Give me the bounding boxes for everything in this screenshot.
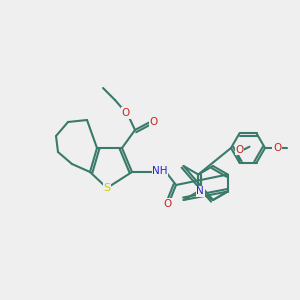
Text: NH: NH [152,166,168,176]
Text: S: S [103,183,111,193]
Text: O: O [122,108,130,118]
Text: O: O [150,117,158,127]
Text: O: O [236,145,244,155]
Text: O: O [273,143,281,153]
Text: N: N [196,187,204,196]
Text: O: O [163,199,171,209]
